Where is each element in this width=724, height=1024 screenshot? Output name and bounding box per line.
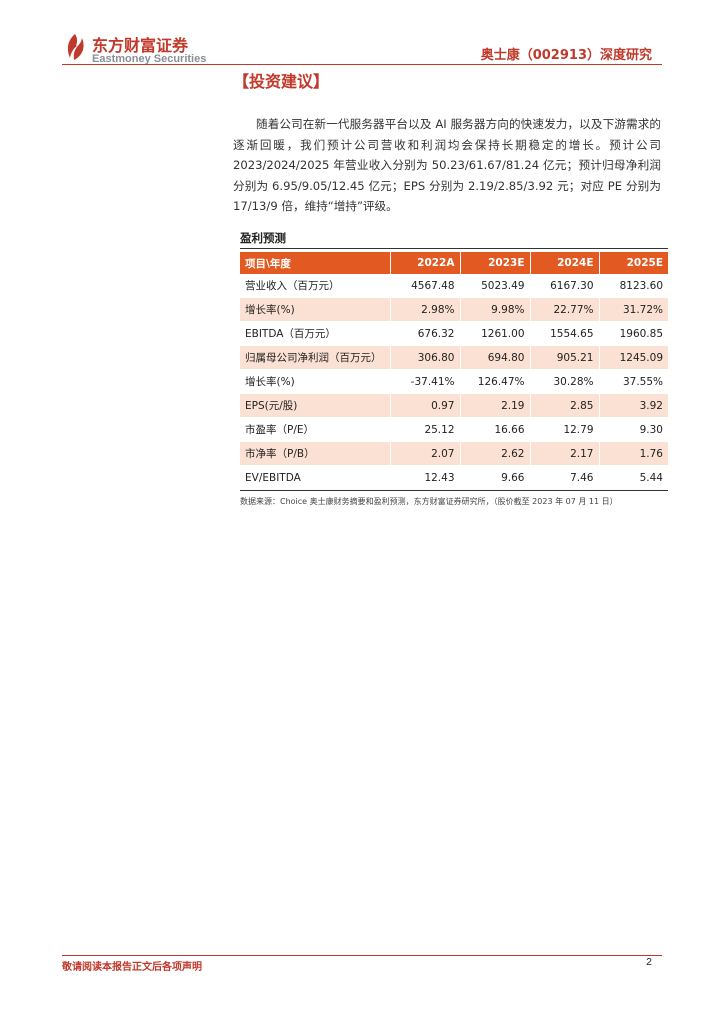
row-label: EPS(元/股) — [240, 393, 391, 418]
row-label: EBITDA（百万元） — [240, 321, 391, 346]
column-header: 2022A — [390, 252, 461, 274]
table-row: 归属母公司净利润（百万元） 306.80 694.80 905.21 1245.… — [240, 345, 668, 370]
table-row: EV/EBITDA 12.43 9.66 7.46 5.44 — [240, 465, 668, 490]
table-cell: 905.21 — [530, 345, 600, 370]
header-divider — [62, 64, 662, 65]
table-cell: 1554.65 — [530, 321, 600, 346]
column-header: 2024E — [530, 252, 600, 274]
table-cell: 1261.00 — [460, 321, 531, 346]
column-header: 项目\年度 — [240, 252, 391, 274]
footer-divider — [62, 955, 662, 956]
table-cell: 12.79 — [530, 417, 600, 442]
report-tag: 奥士康（002913）深度研究 — [480, 48, 652, 63]
table-cell: 6167.30 — [530, 274, 600, 298]
table-cell: 9.98% — [460, 297, 531, 322]
table-row: 增长率(%) 2.98% 9.98% 22.77% 31.72% — [240, 297, 668, 322]
column-header: 2023E — [460, 252, 531, 274]
eastmoney-logo: 东方财富证券 Eastmoney Securities — [62, 30, 222, 70]
table-cell: 9.66 — [460, 465, 531, 490]
table-cell: 31.72% — [599, 297, 668, 322]
table-cell: 12.43 — [390, 465, 461, 490]
logo-english-name: Eastmoney Securities — [92, 53, 207, 65]
row-label: EV/EBITDA — [240, 465, 391, 490]
table-row: 市盈率（P/E） 25.12 16.66 12.79 9.30 — [240, 417, 668, 442]
table-cell: 2.85 — [530, 393, 600, 418]
table-row: 营业收入（百万元） 4567.48 5023.49 6167.30 8123.6… — [240, 274, 668, 298]
table-cell: 694.80 — [460, 345, 531, 370]
table-cell: 5.44 — [599, 465, 668, 490]
table-cell: 7.46 — [530, 465, 600, 490]
row-label: 增长率(%) — [240, 369, 391, 394]
table-bottom-rule — [240, 490, 668, 491]
investment-paragraph: 随着公司在新一代服务器平台以及 AI 服务器方向的快速发力，以及下游需求的逐渐回… — [233, 117, 661, 213]
row-label: 归属母公司净利润（百万元） — [240, 345, 391, 370]
earnings-forecast-table: 项目\年度 2022A 2023E 2024E 2025E 营业收入（百万元） … — [240, 252, 668, 490]
table-cell: 2.62 — [460, 441, 531, 466]
table-row: 市净率（P/B） 2.07 2.62 2.17 1.76 — [240, 441, 668, 466]
table-row: EBITDA（百万元） 676.32 1261.00 1554.65 1960.… — [240, 321, 668, 346]
table-cell: 37.55% — [599, 369, 668, 394]
table-cell: -37.41% — [390, 369, 461, 394]
data-source-note: 数据来源：Choice 奥士康财务摘要和盈利预测，东方财富证券研究所，（股价截至… — [240, 497, 618, 506]
row-label: 增长率(%) — [240, 297, 391, 322]
table-row: EPS(元/股) 0.97 2.19 2.85 3.92 — [240, 393, 668, 418]
footer-disclaimer: 敬请阅读本报告正文后各项声明 — [62, 962, 202, 973]
eastmoney-logo-mark-icon — [67, 34, 84, 60]
table-header-row: 项目\年度 2022A 2023E 2024E 2025E — [240, 252, 668, 274]
table-row: 增长率(%) -37.41% 126.47% 30.28% 37.55% — [240, 369, 668, 394]
table-cell: 1.76 — [599, 441, 668, 466]
table-cell: 25.12 — [390, 417, 461, 442]
table-cell: 4567.48 — [390, 274, 461, 298]
table-cell: 16.66 — [460, 417, 531, 442]
table-cell: 306.80 — [390, 345, 461, 370]
row-label: 市盈率（P/E） — [240, 417, 391, 442]
table-cell: 5023.49 — [460, 274, 531, 298]
table-cell: 2.98% — [390, 297, 461, 322]
table-cell: 8123.60 — [599, 274, 668, 298]
section-title: 【投资建议】 — [233, 72, 330, 91]
table-cell: 30.28% — [530, 369, 600, 394]
table-cell: 126.47% — [460, 369, 531, 394]
table-cell: 676.32 — [390, 321, 461, 346]
table-title-rule — [240, 248, 668, 249]
table-cell: 3.92 — [599, 393, 668, 418]
logo-chinese-name: 东方财富证券 — [92, 36, 189, 55]
table-cell: 22.77% — [530, 297, 600, 322]
table-cell: 2.17 — [530, 441, 600, 466]
column-header: 2025E — [599, 252, 668, 274]
table-cell: 1245.09 — [599, 345, 668, 370]
table-cell: 9.30 — [599, 417, 668, 442]
row-label: 营业收入（百万元） — [240, 274, 391, 298]
page-number: 2 — [646, 956, 652, 968]
table-cell: 0.97 — [390, 393, 461, 418]
table-cell: 2.19 — [460, 393, 531, 418]
row-label: 市净率（P/B） — [240, 441, 391, 466]
table-cell: 2.07 — [390, 441, 461, 466]
table-title: 盈利预测 — [240, 231, 286, 245]
table-cell: 1960.85 — [599, 321, 668, 346]
earnings-forecast-table-block: 盈利预测 项目\年度 2022A 2023E 2024E 2025E 营业收入（… — [240, 230, 668, 507]
